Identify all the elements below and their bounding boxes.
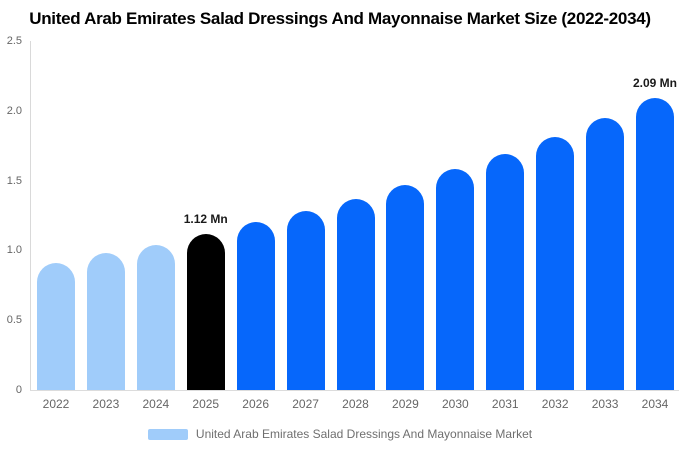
bar-2022 [37,262,75,390]
bar-2032 [536,137,575,390]
x-tick-label-2029: 2029 [392,397,419,411]
bar-2025 [186,233,225,390]
bar-2033 [586,117,625,390]
chart-title: United Arab Emirates Salad Dressings And… [29,9,651,28]
bar-2031 [486,154,525,390]
x-tick-label-2024: 2024 [142,397,170,411]
y-tick-label: 0 [15,384,22,396]
bar-2026 [236,222,275,390]
x-axis-line [30,390,679,391]
x-tick-label-2027: 2027 [292,397,319,411]
x-tick-label-2031: 2031 [491,397,519,411]
y-tick-label: 2.5 [6,35,22,47]
x-tick-label-2028: 2028 [342,397,369,411]
bar-2024 [136,244,175,390]
x-tick-label-2026: 2026 [242,397,270,411]
bar-value-label-2034: 2.09 Mn [632,76,678,91]
y-tick-label: 0.5 [6,314,22,327]
bar-value-label-2025: 1.12 Mn [183,211,228,226]
y-tick-label: 1.0 [6,244,22,257]
bar-2027 [286,211,325,390]
x-tick-label-2025: 2025 [192,397,220,411]
legend: United Arab Emirates Salad Dressings And… [0,427,680,441]
bar-2028 [336,198,375,390]
y-tick-label: 2.0 [6,104,22,117]
bar-2029 [386,184,425,390]
bar-2030 [436,169,475,390]
x-tick-label-2023: 2023 [92,397,120,411]
x-tick-label-2033: 2033 [591,397,619,411]
bar-2023 [86,253,125,390]
x-tick-label-2032: 2032 [541,397,569,411]
legend-label: United Arab Emirates Salad Dressings And… [195,427,533,441]
x-tick-label-2022: 2022 [42,397,70,411]
bar-2034 [636,98,674,390]
x-tick-label-2034: 2034 [641,397,669,411]
y-axis-line [30,41,31,390]
x-tick-label-2030: 2030 [441,397,469,411]
y-tick-label: 1.5 [6,174,22,187]
legend-swatch-icon [147,428,188,440]
